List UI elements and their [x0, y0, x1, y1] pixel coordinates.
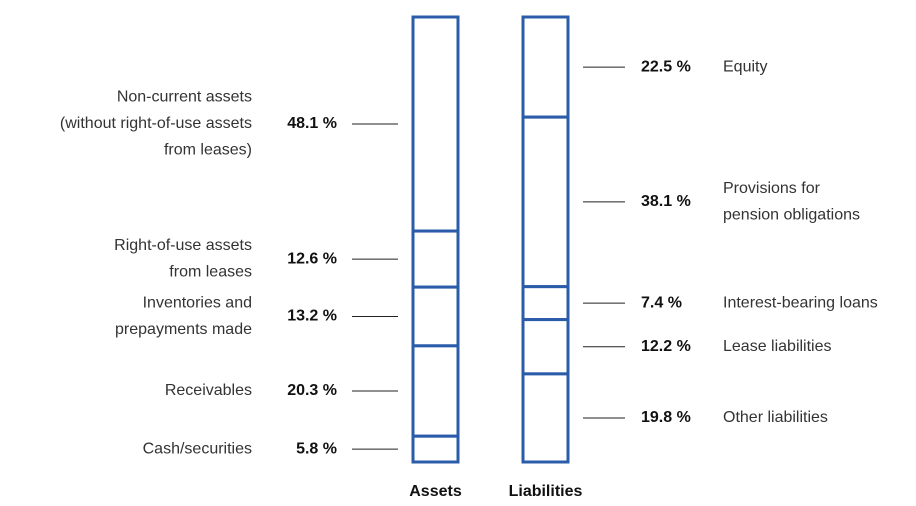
segment-label: Non-current assets [117, 89, 252, 106]
segment [411, 15, 460, 233]
value-label: 13.2 % [287, 308, 337, 325]
segment-label: prepayments made [115, 321, 252, 338]
segment [521, 115, 570, 289]
value-label: 38.1 % [641, 193, 691, 210]
segment-label: Equity [723, 58, 767, 75]
segment-label: Lease liabilities [723, 338, 832, 355]
segment [411, 285, 460, 348]
segment-label: Receivables [165, 382, 252, 399]
value-label: 19.8 % [641, 409, 691, 426]
segment [521, 372, 570, 464]
segment [411, 229, 460, 289]
segment-label: Inventories and [143, 294, 252, 311]
segment-label: (without right-of-use assets [60, 115, 252, 132]
segment [411, 344, 460, 438]
segment-label: pension obligations [723, 206, 860, 223]
segment [521, 318, 570, 376]
category-label: Assets [409, 483, 462, 500]
value-label: 5.8 % [296, 440, 337, 457]
value-label: 20.3 % [287, 382, 337, 399]
value-label: 12.2 % [641, 338, 691, 355]
segment [521, 15, 570, 119]
segment-label: from leases) [164, 142, 252, 159]
segment-label: Other liabilities [723, 409, 828, 426]
segment-label: Right-of-use assets [114, 237, 252, 254]
value-label: 12.6 % [287, 250, 337, 267]
segment [411, 434, 460, 464]
value-label: 7.4 % [641, 294, 682, 311]
segment-label: Provisions for [723, 180, 821, 197]
segment [521, 285, 570, 322]
segment-label: Interest-bearing loans [723, 294, 878, 311]
value-label: 22.5 % [641, 58, 691, 75]
segment-label: Cash/securities [143, 440, 252, 457]
value-label: 48.1 % [287, 115, 337, 132]
segment-label: from leases [169, 264, 252, 281]
category-label: Liabilities [509, 483, 583, 500]
